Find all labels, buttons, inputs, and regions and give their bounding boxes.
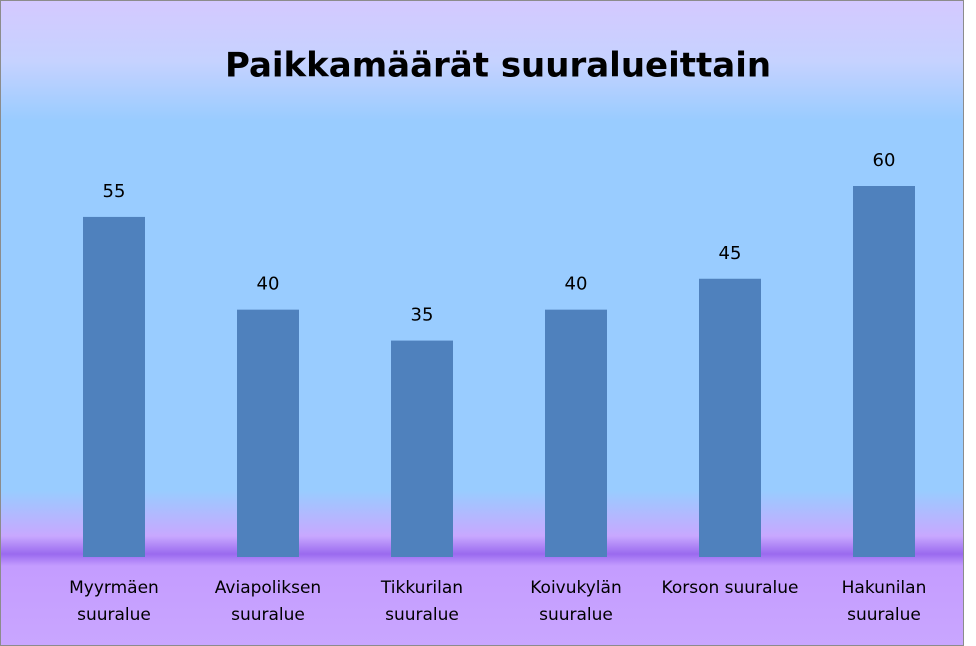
bar [391,340,453,557]
value-label: 60 [873,150,896,171]
chart-title: Paikkamäärät suuralueittain [225,46,771,86]
value-label: 55 [103,181,126,202]
x-tick-label: Korson suuralue [661,578,799,598]
bar [699,278,761,557]
value-label: 40 [257,274,280,295]
bar [83,216,145,557]
x-tick-label: Aviapoliksen suuralue [214,578,322,625]
value-label: 35 [411,305,434,326]
bar [545,309,607,557]
x-tick-label: Koivukylän suuralue [530,578,622,625]
value-label: 40 [565,274,588,295]
x-tick-label: Hakunilan suuralue [841,578,927,625]
bar [853,186,915,557]
value-label: 45 [719,243,742,264]
bar [237,309,299,557]
x-tick-label: Tikkurilan suuralue [380,578,464,625]
x-tick-label: Myyrmäen suuralue [69,578,159,625]
